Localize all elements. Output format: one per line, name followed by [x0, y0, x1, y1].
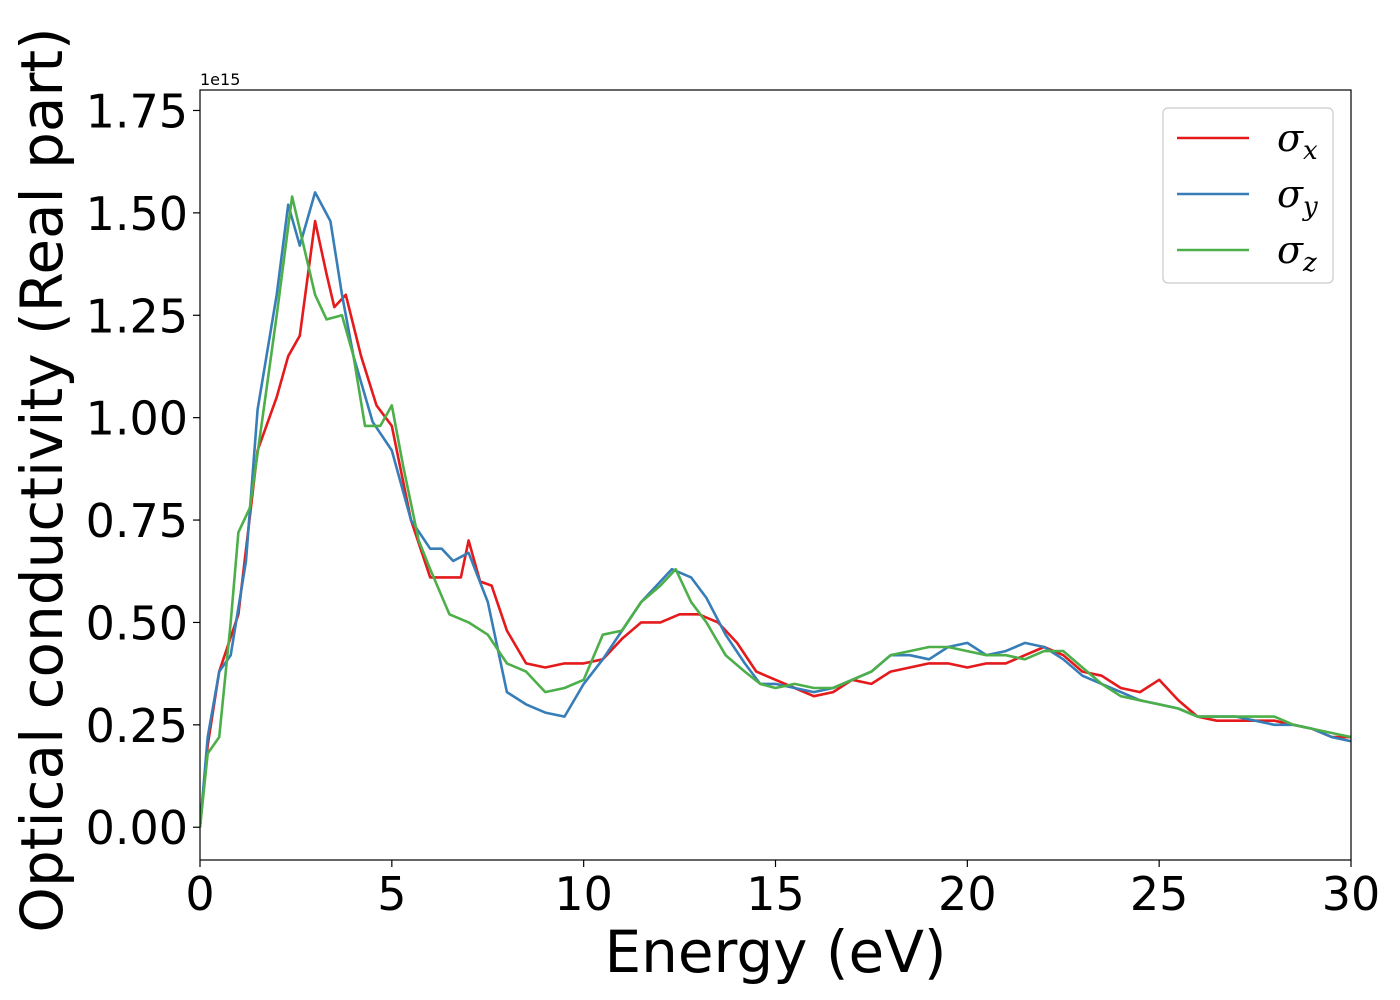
- y-tick-label: 1.00: [86, 392, 188, 446]
- series-layer: [200, 191, 1351, 828]
- y-tick-label: 0.50: [86, 596, 188, 650]
- y-tick-label: 1.50: [86, 187, 188, 241]
- series-line-z: [200, 195, 1351, 828]
- x-tick-label: 10: [554, 867, 613, 921]
- y-tick-label: 1.25: [86, 289, 188, 343]
- x-tick-label: 30: [1322, 867, 1381, 921]
- series-line-x: [200, 219, 1351, 828]
- x-tick-label: 5: [377, 867, 406, 921]
- series-line-y: [200, 191, 1351, 828]
- legend-label-z: σz: [1277, 228, 1317, 278]
- legend-label-x: σx: [1277, 116, 1318, 166]
- y-tick-label: 0.00: [86, 801, 188, 855]
- legend: σx σy σz: [1162, 107, 1334, 284]
- y-tick-label: 0.75: [86, 494, 188, 548]
- ticks-layer: 0 5 10 15 20 25 30 0.00 0.25 0.50 0.75 1.00 1.25 1.50…: [86, 84, 1381, 921]
- x-tick-label: 25: [1130, 867, 1189, 921]
- x-tick-label: 20: [938, 867, 997, 921]
- y-axis-label: Optical conductivity (Real part): [8, 27, 76, 932]
- x-tick-label: 0: [185, 867, 214, 921]
- x-tick-label: 15: [746, 867, 805, 921]
- y-offset-label: 1e15: [200, 70, 240, 89]
- y-tick-label: 0.25: [86, 699, 188, 753]
- legend-label-y: σy: [1277, 172, 1318, 222]
- legend-box: [1162, 107, 1334, 284]
- y-tick-label: 1.75: [86, 84, 188, 138]
- x-axis-label: Energy (eV): [604, 918, 946, 986]
